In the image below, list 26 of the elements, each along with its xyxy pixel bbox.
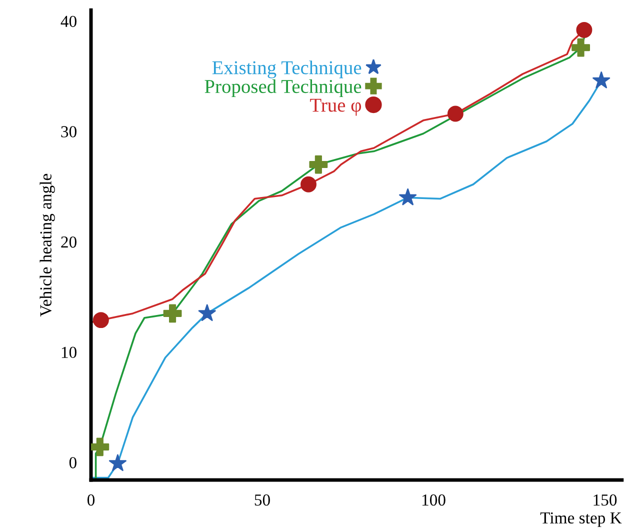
point (198, 304, 216, 322)
x-tick-label: 50 (254, 494, 270, 506)
legend-label: True φ (310, 98, 362, 116)
y-tick-label: 20 (61, 236, 76, 248)
point (92, 312, 109, 328)
y-tick-label: 30 (61, 126, 76, 138)
point (576, 22, 592, 38)
legend-label: Existing Technique (212, 60, 362, 78)
point (309, 155, 328, 174)
point (163, 304, 182, 323)
x-tick-label: 0 (87, 494, 95, 506)
legend-label: Proposed Technique (204, 79, 362, 98)
x-tick-label: 150 (594, 494, 617, 506)
y-tick-label: 10 (62, 346, 76, 358)
point (592, 71, 610, 88)
point (447, 106, 464, 122)
point (91, 438, 110, 456)
point (108, 454, 127, 472)
point (572, 38, 590, 57)
point (399, 188, 417, 206)
y-axis-title: Vehicle heating angle (40, 174, 55, 317)
x-tick-label: 100 (422, 494, 446, 506)
y-tick-label: 0 (69, 457, 76, 468)
y-tick-label: 40 (60, 16, 76, 28)
x-axis-title: Time step K (540, 512, 622, 527)
point (300, 176, 316, 192)
